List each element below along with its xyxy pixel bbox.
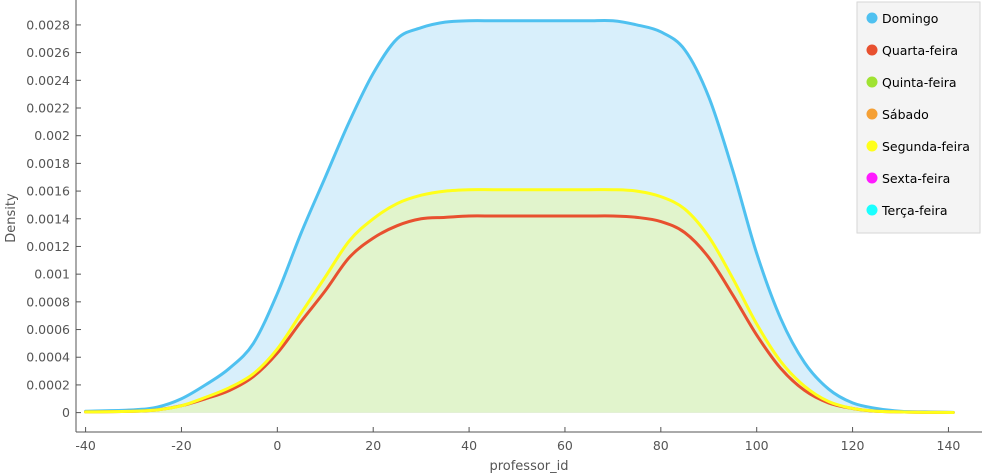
x-tick-label: 100 [745, 438, 769, 453]
series-line-4 [84, 188, 955, 414]
legend-box [856, 1, 981, 234]
x-ticks: -40 -20 0 20 40 60 80 100 120 140 [75, 427, 960, 453]
x-axis-title: professor_id [489, 459, 568, 474]
y-tick-label: 0.0028 [26, 17, 70, 32]
y-tick-label: 0.0026 [26, 45, 70, 60]
legend-label: Segunda-feira [882, 139, 970, 154]
y-tick-label: 0.0016 [26, 184, 70, 199]
legend-swatch [866, 140, 878, 152]
legend-label: Domingo [882, 11, 938, 26]
legend-swatch [866, 76, 878, 88]
x-tick-label: 20 [365, 438, 381, 453]
y-tick-label: 0.0002 [26, 377, 70, 392]
y-tick-label: 0 [62, 405, 70, 420]
y-tick-label: 0.002 [34, 128, 70, 143]
legend: Domingo Quarta-feira Quinta-feira Sábado Seg… [856, 1, 981, 234]
legend-swatch [866, 12, 878, 24]
legend-label: Terça-feira [881, 203, 947, 218]
series-area-4 [85, 189, 954, 413]
x-tick-label: 140 [937, 438, 961, 453]
y-tick-label: 0.0022 [26, 101, 70, 116]
x-tick-label: 0 [273, 438, 281, 453]
x-tick-label: -20 [171, 438, 191, 453]
x-tick-label: 120 [841, 438, 865, 453]
y-ticks: 0 0.0002 0.0004 0.0006 0.0008 0.001 0.0012 0.00… [26, 17, 81, 420]
axes: -40 -20 0 20 40 60 80 100 120 140 0 0.0002 0.0004 0.… [26, 0, 982, 453]
y-tick-label: 0.001 [34, 267, 70, 282]
y-tick-label: 0.0014 [26, 211, 70, 226]
x-tick-label: 40 [461, 438, 477, 453]
legend-swatch [866, 44, 878, 56]
x-tick-label: -40 [75, 438, 95, 453]
legend-label: Sábado [882, 107, 929, 122]
legend-label: Quinta-feira [882, 75, 957, 90]
series-lines [84, 18, 955, 414]
y-tick-label: 0.0008 [26, 294, 70, 309]
y-axis-title: Density [4, 193, 19, 243]
y-tick-label: 0.0024 [26, 73, 70, 88]
legend-label: Quarta-feira [882, 43, 958, 58]
y-tick-label: 0.0006 [26, 322, 70, 337]
y-tick-label: 0.0004 [26, 350, 70, 365]
y-tick-label: 0.0012 [26, 239, 70, 254]
y-tick-label: 0.0018 [26, 156, 70, 171]
legend-swatch [866, 204, 878, 216]
x-tick-label: 80 [653, 438, 669, 453]
series-line-1 [84, 214, 955, 414]
legend-swatch [866, 108, 878, 120]
legend-swatch [866, 172, 878, 184]
legend-label: Sexta-feira [882, 171, 950, 186]
x-tick-label: 60 [557, 438, 573, 453]
series-line-0 [84, 18, 955, 414]
